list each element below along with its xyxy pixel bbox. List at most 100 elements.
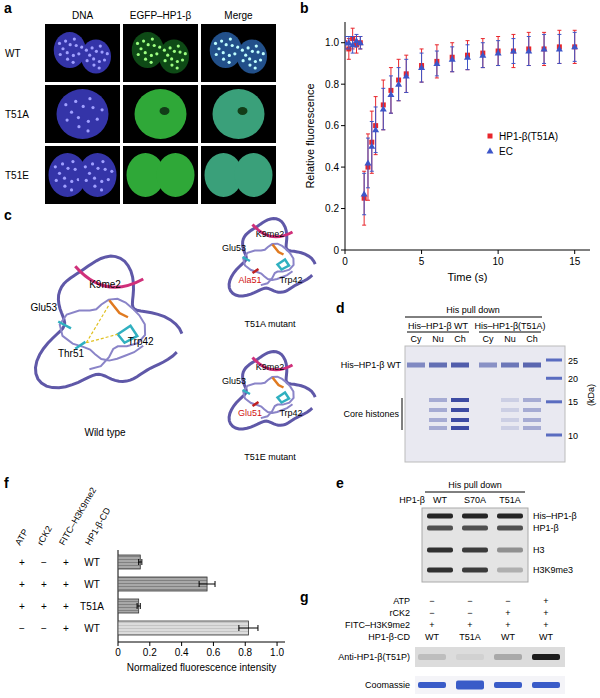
focus: [254, 60, 257, 63]
row-label: WT: [5, 48, 21, 59]
error-cap: [140, 603, 141, 609]
bar: [118, 621, 248, 635]
nucleus: [210, 32, 242, 68]
focus: [88, 54, 91, 57]
y-tick: [341, 208, 345, 209]
condition-value: −: [429, 596, 434, 606]
lane-label: WT: [433, 495, 447, 505]
nucleolus: [238, 107, 248, 115]
lane-label: Cy: [411, 334, 422, 344]
condition-label: FITC–H3K9me2: [345, 620, 410, 630]
band: [418, 682, 446, 688]
residue-label: Trp42: [128, 336, 154, 347]
focus: [153, 44, 156, 47]
y-tick-label: 0: [333, 245, 339, 256]
focus: [233, 52, 236, 55]
error-cap: [435, 77, 439, 78]
focus: [107, 178, 110, 181]
header-rule: [405, 317, 542, 318]
error-cap: [351, 28, 355, 29]
residue-label: Ala51: [238, 275, 261, 285]
error-cap: [511, 67, 515, 68]
error-cap: [351, 36, 355, 37]
residue51-stick: [253, 402, 259, 406]
focus: [54, 165, 57, 168]
error-cap: [362, 173, 366, 174]
histone-band: [451, 408, 469, 412]
y-tick-label: 0.6: [325, 120, 339, 131]
band: [497, 568, 523, 573]
focus: [84, 165, 87, 168]
focus: [64, 39, 67, 42]
bar-texture: [118, 599, 139, 613]
point: [357, 39, 364, 45]
micrograph: [123, 85, 198, 143]
error-cap: [374, 154, 378, 155]
focus: [61, 47, 64, 50]
group-label: His–HP1-β(T51A): [474, 321, 545, 331]
residue-label: Glu53: [222, 243, 246, 253]
condition-value: +: [63, 557, 69, 568]
lane-label: S70A: [464, 495, 486, 505]
band-label: Core histones: [343, 409, 399, 419]
condition-value: −: [429, 608, 434, 618]
x-tick-label: 0.2: [143, 647, 157, 658]
lane-label: Nu: [432, 334, 444, 344]
condition-value: +: [505, 620, 510, 630]
residue-label: Glu53: [222, 376, 246, 386]
point: [380, 106, 387, 112]
error-cap: [362, 225, 366, 226]
histone-band: [451, 418, 469, 422]
focus: [181, 58, 184, 61]
panel-letter: d: [336, 300, 345, 316]
micrograph: [201, 146, 276, 204]
micrograph: [201, 24, 276, 82]
error-cap: [511, 38, 515, 39]
condition-value: −: [505, 596, 510, 606]
unit-label: (kDa): [586, 384, 596, 406]
marker-label: 25: [568, 356, 578, 366]
focus: [222, 58, 225, 61]
focus: [82, 105, 85, 108]
focus: [70, 111, 73, 114]
focus: [254, 66, 257, 69]
error-cap: [358, 36, 362, 37]
focus: [72, 61, 75, 64]
focus: [75, 44, 78, 47]
focus: [176, 60, 179, 63]
legend-label: EC: [499, 146, 513, 157]
error-cap: [466, 69, 470, 70]
lysine-stick: [109, 300, 128, 317]
focus: [170, 63, 173, 66]
x-tick-label: 0: [342, 256, 348, 267]
h-bond: [86, 305, 109, 343]
error-cap: [370, 173, 374, 174]
focus: [92, 63, 95, 66]
error-line: [371, 111, 372, 173]
focus: [106, 52, 109, 55]
point: [479, 52, 486, 58]
band: [462, 568, 488, 573]
focus: [98, 60, 101, 63]
focus: [100, 108, 103, 111]
x-tick-label: 1.0: [270, 647, 284, 658]
structure-title: T51A mutant: [244, 319, 296, 329]
lane-label: Ch: [526, 334, 538, 344]
focus: [178, 51, 181, 54]
point: [368, 143, 375, 149]
error-cap: [450, 46, 454, 47]
error-cap: [370, 171, 374, 172]
band: [501, 363, 519, 368]
residue-label: K9me2: [256, 362, 285, 372]
band: [462, 526, 488, 531]
point: [418, 64, 425, 70]
point: [361, 191, 368, 197]
error-line: [383, 80, 384, 130]
bar-texture: [118, 577, 207, 591]
error-cap: [557, 63, 561, 64]
bar: [118, 555, 140, 569]
error-cap: [542, 65, 546, 66]
y-tick-label: 0.8: [325, 79, 339, 90]
x-tick: [245, 642, 246, 646]
condition-value: WT: [539, 632, 553, 642]
